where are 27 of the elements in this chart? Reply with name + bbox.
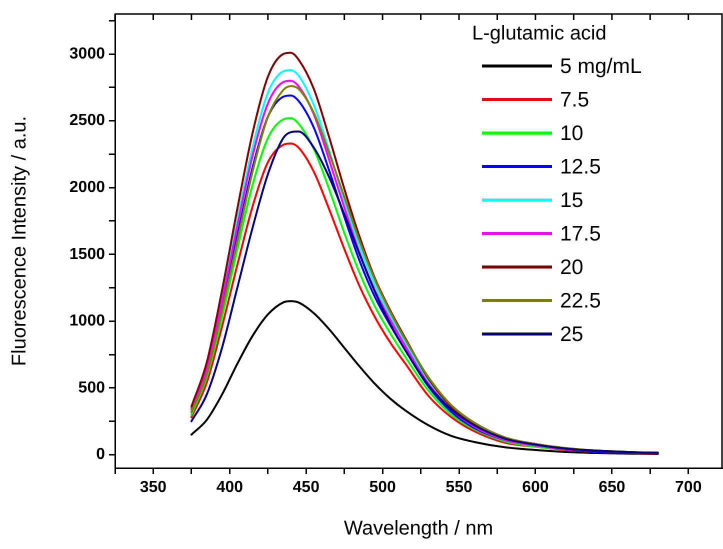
- legend-label: 5 mg/mL: [560, 54, 642, 78]
- x-tick-label: 550: [446, 479, 472, 496]
- y-axis-title: Fluorescence Intensity / a.u.: [8, 116, 31, 366]
- legend-label: 15: [560, 188, 584, 212]
- y-tick-label: 1500: [69, 246, 106, 263]
- legend-label: 22.5: [560, 289, 601, 312]
- legend-label: 12.5: [560, 155, 601, 178]
- y-tick-label: 2000: [69, 178, 106, 196]
- x-tick-label: 650: [598, 479, 626, 496]
- x-tick-label: 450: [292, 479, 320, 496]
- x-tick-label: 700: [675, 479, 702, 496]
- legend-label: 17.5: [560, 222, 601, 246]
- y-tick-label: 2500: [69, 112, 106, 130]
- x-tick-label: 600: [522, 479, 549, 496]
- y-tick-label: 1000: [69, 312, 106, 330]
- legend-label: 20: [560, 256, 584, 279]
- y-tick-label: 3000: [69, 45, 106, 62]
- legend-label: 10: [560, 122, 584, 145]
- legend-title: L-glutamic acid: [472, 22, 607, 45]
- x-tick-label: 500: [369, 479, 396, 496]
- y-tick-label: 500: [78, 379, 106, 396]
- x-tick-label: 350: [140, 479, 167, 496]
- legend-label: 25: [560, 322, 584, 346]
- y-tick-label: 0: [96, 446, 106, 464]
- legend-label: 7.5: [560, 88, 590, 112]
- x-axis-title: Wavelength / nm: [344, 518, 494, 540]
- x-tick-label: 400: [216, 479, 244, 496]
